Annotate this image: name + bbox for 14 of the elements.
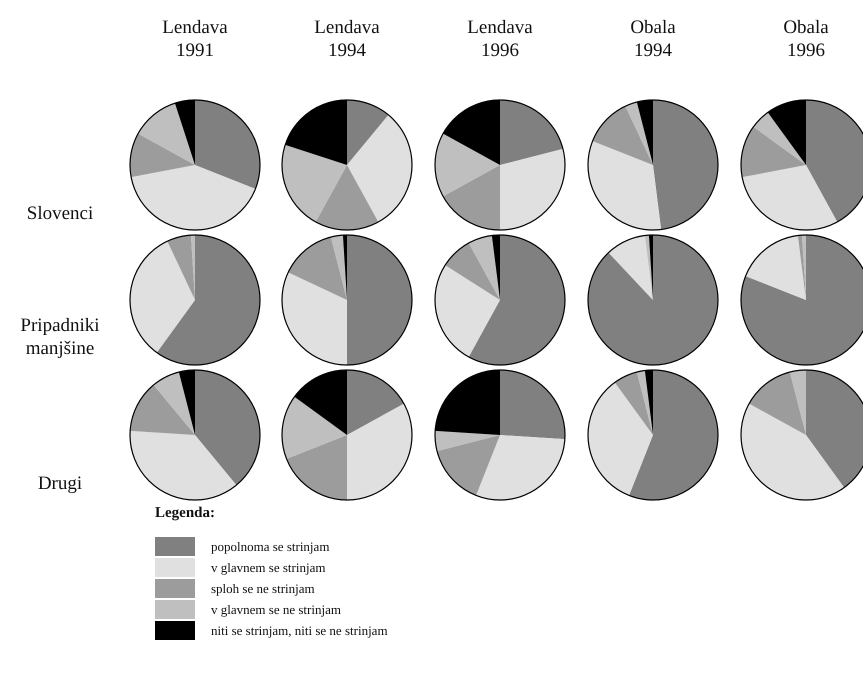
chart-title: Lendava 1994 — [313, 16, 381, 62]
text: Pripadniki manjšine — [19, 314, 101, 360]
chart-title: Lendava 1991 — [161, 16, 229, 62]
chart-title: Lendava 1996 — [466, 16, 534, 62]
text: Drugi — [36, 472, 84, 495]
chart-title: Obala 1996 — [782, 16, 830, 62]
legend-label: sploh se ne strinjam — [211, 580, 315, 596]
legend-label: v glavnem se ne strinjam — [211, 602, 341, 618]
legend-title: Legenda: — [155, 505, 216, 522]
legend-label: popolnoma se strinjam — [211, 538, 330, 554]
legend-label: v glavnem se strinjam — [211, 560, 326, 576]
text: Slovenci — [26, 202, 94, 225]
legend-label: niti se strinjam, niti se ne strinjam — [211, 622, 388, 638]
chart-title: Obala 1994 — [629, 16, 677, 62]
